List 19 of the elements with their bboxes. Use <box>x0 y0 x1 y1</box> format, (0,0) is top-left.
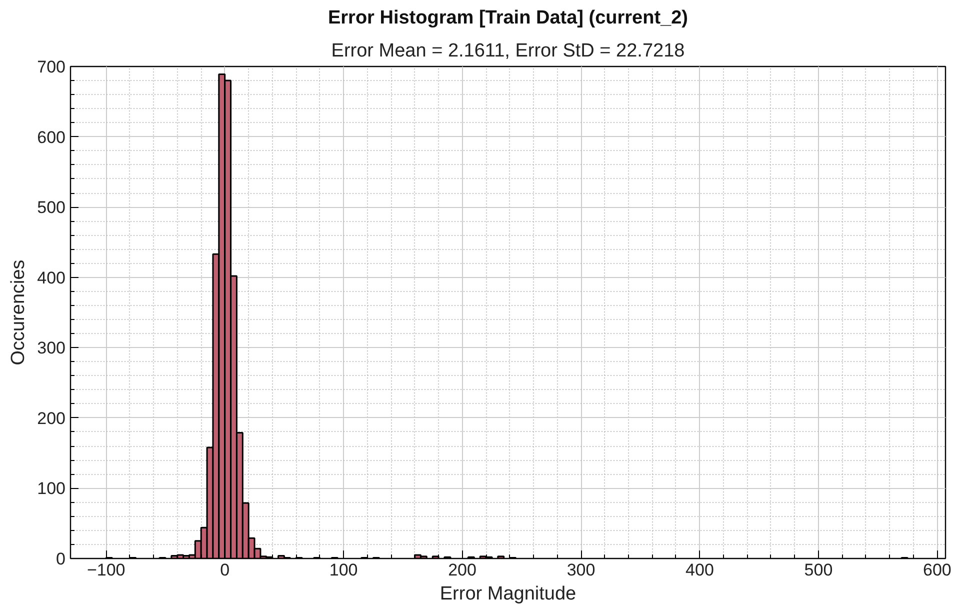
y-tick-label: 400 <box>37 268 66 288</box>
y-axis-title: Occurencies <box>8 260 30 366</box>
y-tick-label: 600 <box>37 128 66 147</box>
y-tick-label: 100 <box>37 479 66 498</box>
x-tick-label: 500 <box>804 560 833 580</box>
y-tick-label: 200 <box>37 408 66 428</box>
x-tick-label: 600 <box>923 560 952 580</box>
x-axis-title: Error Magnitude <box>440 584 576 604</box>
x-tick-label: 200 <box>448 560 476 580</box>
chart-title: Error Histogram [Train Data] (current_2) <box>328 8 688 28</box>
x-tick-label: 300 <box>566 560 596 580</box>
x-tick-label: 0 <box>220 560 230 580</box>
chart-subtitle: Error Mean = 2.1611, Error StD = 22.7218 <box>331 40 685 62</box>
x-tick-label: −100 <box>86 560 126 580</box>
y-tick-label: 500 <box>37 198 66 218</box>
y-tick-label: 700 <box>37 58 66 76</box>
x-tick-label: 100 <box>329 560 358 580</box>
x-tick-label: 400 <box>686 560 714 580</box>
y-tick-label: 300 <box>37 338 66 358</box>
